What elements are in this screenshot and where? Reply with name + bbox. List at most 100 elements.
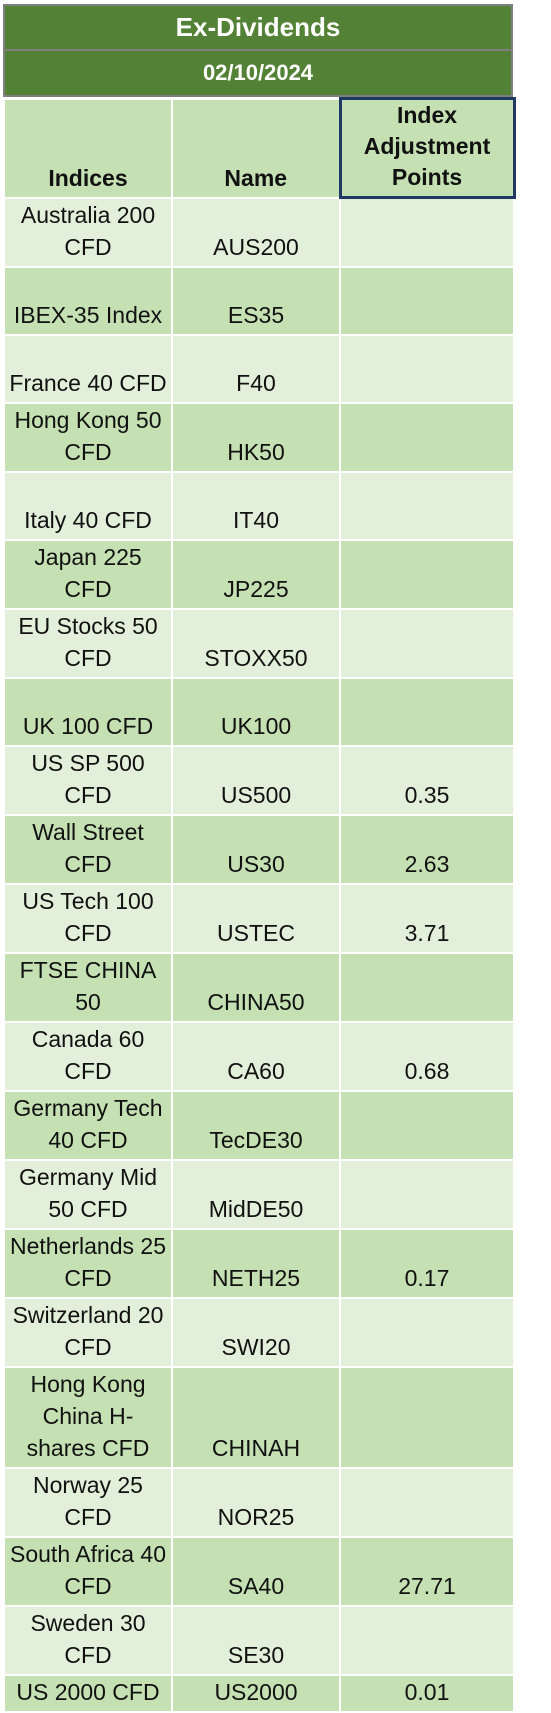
name-cell: SWI20	[171, 1296, 341, 1368]
name-cell: MidDE50	[171, 1158, 341, 1230]
adjustment-points-cell	[339, 1604, 515, 1676]
name-cell: IT40	[171, 470, 341, 541]
name-cell: F40	[171, 333, 341, 404]
index-cell: US Tech 100 CFD	[3, 882, 173, 954]
adjustment-points-cell	[339, 607, 515, 679]
table-row: Hong Kong 50 CFD HK50	[3, 401, 515, 473]
index-cell: IBEX-35 Index	[3, 265, 173, 336]
name-cell: US2000	[171, 1673, 341, 1713]
name-cell: US30	[171, 813, 341, 885]
table-row: FTSE CHINA 50 CHINA50	[3, 951, 515, 1023]
name-cell: HK50	[171, 401, 341, 473]
table-row: IBEX-35 Index ES35	[3, 265, 515, 336]
adjustment-header-line1: Index	[396, 102, 458, 128]
adjustment-points-cell	[339, 196, 515, 268]
index-cell: Australia 200 CFD	[3, 196, 173, 268]
name-cell: CHINAH	[171, 1365, 341, 1469]
index-cell: Germany Tech 40 CFD	[3, 1089, 173, 1161]
ex-dividends-sheet: Ex-Dividends 02/10/2024 Indices Name Ind…	[3, 4, 516, 1713]
index-cell: Canada 60 CFD	[3, 1020, 173, 1092]
index-cell: EU Stocks 50 CFD	[3, 607, 173, 679]
adjustment-points-cell	[339, 470, 515, 541]
sheet-date: 02/10/2024	[3, 51, 513, 97]
index-cell: UK 100 CFD	[3, 676, 173, 747]
index-cell: US SP 500 CFD	[3, 744, 173, 816]
column-header-adjustment-points: Index Adjustment Points	[338, 97, 516, 199]
adjustment-points-cell	[339, 1089, 515, 1161]
adjustment-points-cell	[339, 1158, 515, 1230]
adjustment-points-cell	[339, 676, 515, 747]
table-row: EU Stocks 50 CFD STOXX50	[3, 607, 515, 679]
table-row: South Africa 40 CFD SA40 27.71	[3, 1535, 515, 1607]
adjustment-points-cell	[339, 538, 515, 610]
table-row: Germany Mid 50 CFD MidDE50	[3, 1158, 515, 1230]
adjustment-points-cell	[339, 401, 515, 473]
name-cell: ES35	[171, 265, 341, 336]
table-row: Sweden 30 CFD SE30	[3, 1604, 515, 1676]
table-row: Norway 25 CFD NOR25	[3, 1466, 515, 1538]
name-cell: STOXX50	[171, 607, 341, 679]
name-cell: AUS200	[171, 196, 341, 268]
table-row: Japan 225 CFD JP225	[3, 538, 515, 610]
adjustment-points-cell	[339, 1365, 515, 1469]
index-cell: Wall Street CFD	[3, 813, 173, 885]
index-cell: Norway 25 CFD	[3, 1466, 173, 1538]
table-row: Italy 40 CFD IT40	[3, 470, 515, 541]
name-cell: TecDE30	[171, 1089, 341, 1161]
name-cell: CHINA50	[171, 951, 341, 1023]
table-row: Canada 60 CFD CA60 0.68	[3, 1020, 515, 1092]
adjustment-points-cell	[339, 333, 515, 404]
index-cell: Netherlands 25 CFD	[3, 1227, 173, 1299]
adjustment-points-cell: 3.71	[339, 882, 515, 954]
name-cell: CA60	[171, 1020, 341, 1092]
name-cell: USTEC	[171, 882, 341, 954]
adjustment-points-cell: 0.68	[339, 1020, 515, 1092]
table-row: Germany Tech 40 CFD TecDE30	[3, 1089, 515, 1161]
index-cell: Switzerland 20 CFD	[3, 1296, 173, 1368]
column-header-name: Name	[171, 97, 341, 199]
adjustment-header-line2: Adjustment	[363, 133, 491, 159]
column-header-indices: Indices	[3, 97, 173, 199]
index-cell: FTSE CHINA 50	[3, 951, 173, 1023]
table-row: Australia 200 CFD AUS200	[3, 196, 515, 268]
table-row: France 40 CFD F40	[3, 333, 515, 404]
adjustment-points-cell	[339, 1466, 515, 1538]
table-row: Wall Street CFD US30 2.63	[3, 813, 515, 885]
index-cell: Japan 225 CFD	[3, 538, 173, 610]
table-row: US SP 500 CFD US500 0.35	[3, 744, 515, 816]
adjustment-points-cell	[339, 1296, 515, 1368]
table-body: Australia 200 CFD AUS200 IBEX-35 Index ES35…	[3, 196, 515, 1713]
index-cell: Sweden 30 CFD	[3, 1604, 173, 1676]
table-row: UK 100 CFD UK100	[3, 676, 515, 747]
adjustment-points-cell	[339, 951, 515, 1023]
name-cell: NOR25	[171, 1466, 341, 1538]
name-cell: SE30	[171, 1604, 341, 1676]
name-cell: UK100	[171, 676, 341, 747]
sheet-title: Ex-Dividends	[3, 4, 513, 51]
index-cell: Hong Kong 50 CFD	[3, 401, 173, 473]
adjustment-points-cell: 0.35	[339, 744, 515, 816]
adjustment-points-cell: 27.71	[339, 1535, 515, 1607]
index-cell: Germany Mid 50 CFD	[3, 1158, 173, 1230]
index-cell: France 40 CFD	[3, 333, 173, 404]
table-row: US Tech 100 CFD USTEC 3.71	[3, 882, 515, 954]
index-cell: South Africa 40 CFD	[3, 1535, 173, 1607]
adjustment-header-line3: Points	[391, 164, 463, 190]
table-row: Netherlands 25 CFD NETH25 0.17	[3, 1227, 515, 1299]
index-cell: Italy 40 CFD	[3, 470, 173, 541]
name-cell: JP225	[171, 538, 341, 610]
name-cell: US500	[171, 744, 341, 816]
name-cell: NETH25	[171, 1227, 341, 1299]
adjustment-points-cell	[339, 265, 515, 336]
dividends-table: Indices Name Index Adjustment Points Aus…	[3, 97, 516, 1713]
index-cell: Hong Kong China H-shares CFD	[3, 1365, 173, 1469]
adjustment-points-cell: 0.17	[339, 1227, 515, 1299]
name-cell: SA40	[171, 1535, 341, 1607]
adjustment-points-cell: 2.63	[339, 813, 515, 885]
index-cell: US 2000 CFD	[3, 1673, 173, 1713]
table-header-row: Indices Name Index Adjustment Points	[3, 97, 516, 199]
adjustment-points-cell: 0.01	[339, 1673, 515, 1713]
table-row: Hong Kong China H-shares CFD CHINAH	[3, 1365, 515, 1469]
table-row: Switzerland 20 CFD SWI20	[3, 1296, 515, 1368]
table-row: US 2000 CFD US2000 0.01	[3, 1673, 515, 1713]
